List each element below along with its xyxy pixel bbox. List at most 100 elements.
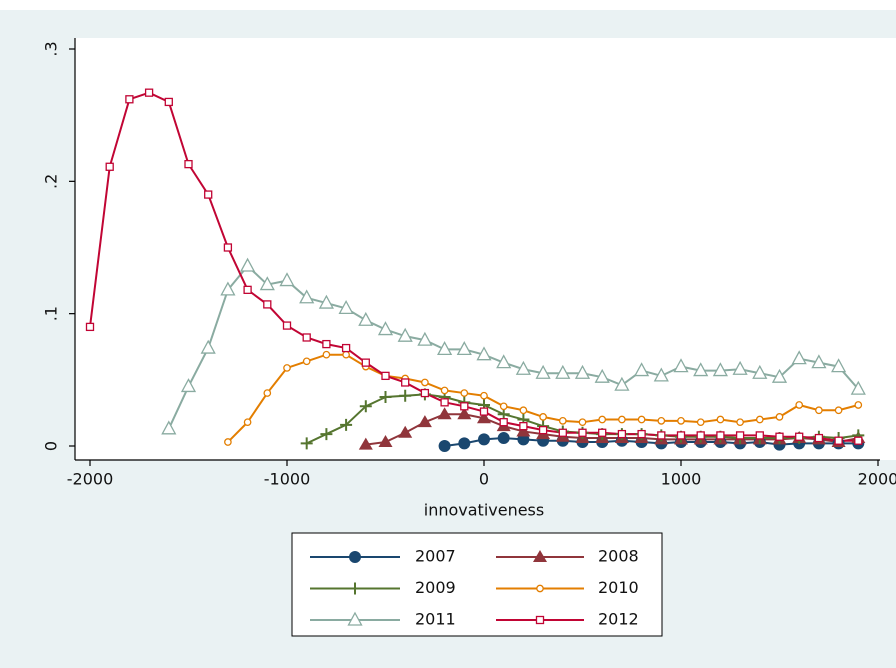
data-point: [519, 421, 528, 431]
data-point: [558, 428, 567, 437]
data-point: [735, 431, 745, 440]
data-point: [420, 388, 430, 398]
data-point: [480, 391, 488, 400]
series-line: [444, 437, 859, 447]
data-point: [457, 407, 472, 420]
data-point: [259, 276, 275, 291]
data-point: [736, 418, 744, 427]
data-point: [302, 357, 311, 366]
x-tick-label: 1000: [661, 470, 702, 489]
data-point: [279, 272, 295, 287]
data-point: [341, 343, 351, 353]
data-point: [460, 389, 469, 397]
data-point: [125, 95, 134, 104]
data-point: [263, 389, 272, 397]
data-point: [795, 432, 804, 441]
data-point: [299, 289, 315, 304]
data-point: [438, 440, 451, 452]
data-point: [440, 398, 449, 407]
data-point: [460, 402, 469, 411]
data-point: [377, 321, 394, 336]
data-point: [282, 321, 292, 330]
data-point: [300, 437, 313, 450]
data-point: [538, 425, 548, 435]
legend-label: 2010: [598, 578, 639, 597]
data-point: [322, 339, 331, 349]
y-tick-label: .3: [42, 41, 61, 56]
data-point: [499, 418, 508, 427]
data-point: [515, 360, 531, 375]
data-point: [752, 364, 768, 379]
data-point: [399, 389, 412, 402]
x-axis-title: innovativeness: [424, 501, 544, 520]
data-point: [497, 432, 510, 445]
data-point: [775, 432, 784, 441]
data-point: [458, 437, 471, 450]
data-point: [696, 418, 705, 427]
data-point: [618, 415, 626, 424]
data-point: [322, 350, 331, 359]
data-point: [358, 437, 373, 450]
legend-marker: [535, 615, 545, 625]
data-point: [180, 378, 197, 393]
legend-marker: [347, 611, 363, 626]
data-point: [437, 341, 453, 356]
data-point: [398, 425, 413, 438]
data-point: [421, 378, 429, 387]
legend-marker: [349, 551, 361, 563]
data-point: [653, 367, 669, 382]
data-point: [200, 339, 216, 354]
legend-label: 2012: [598, 610, 639, 629]
data-point: [85, 322, 95, 332]
y-tick-label: 0: [42, 441, 61, 451]
data-point: [358, 311, 374, 326]
data-point: [243, 285, 252, 294]
data-point: [379, 391, 392, 404]
data-point: [834, 436, 843, 445]
data-point: [716, 415, 725, 424]
data-point: [614, 376, 630, 391]
data-point: [578, 418, 587, 427]
data-point: [755, 431, 764, 440]
data-point: [342, 350, 350, 359]
data-point: [378, 435, 393, 448]
data-point: [204, 190, 213, 199]
data-point: [184, 159, 193, 169]
x-tick-label: 2000: [858, 470, 896, 489]
legend-marker: [536, 584, 544, 593]
data-point: [598, 428, 607, 437]
series-line: [89, 91, 859, 442]
data-point: [223, 243, 233, 252]
data-point: [417, 415, 432, 428]
data-point: [240, 257, 256, 272]
data-point: [657, 431, 666, 440]
data-point: [516, 424, 531, 437]
data-point: [456, 341, 472, 356]
data-point: [558, 417, 567, 425]
data-point: [496, 354, 512, 369]
data-point: [598, 415, 607, 424]
data-point: [854, 436, 863, 445]
x-tick-label: -2000: [67, 470, 114, 489]
data-point: [716, 431, 725, 440]
data-point: [440, 386, 449, 395]
data-point: [854, 401, 863, 409]
data-point: [673, 358, 689, 373]
legend-marker: [349, 582, 361, 595]
data-point: [791, 350, 807, 365]
data-point: [417, 331, 433, 346]
data-point: [539, 413, 547, 421]
y-tick-label: .2: [42, 174, 61, 189]
data-point: [401, 378, 410, 387]
data-point: [637, 429, 646, 439]
data-point: [676, 431, 686, 440]
data-point: [775, 413, 784, 421]
data-point: [519, 406, 528, 415]
data-point: [811, 354, 827, 369]
data-point: [677, 417, 685, 425]
plot-area: [75, 38, 896, 460]
data-point: [637, 415, 646, 424]
data-point: [477, 411, 491, 424]
data-point: [320, 428, 333, 441]
